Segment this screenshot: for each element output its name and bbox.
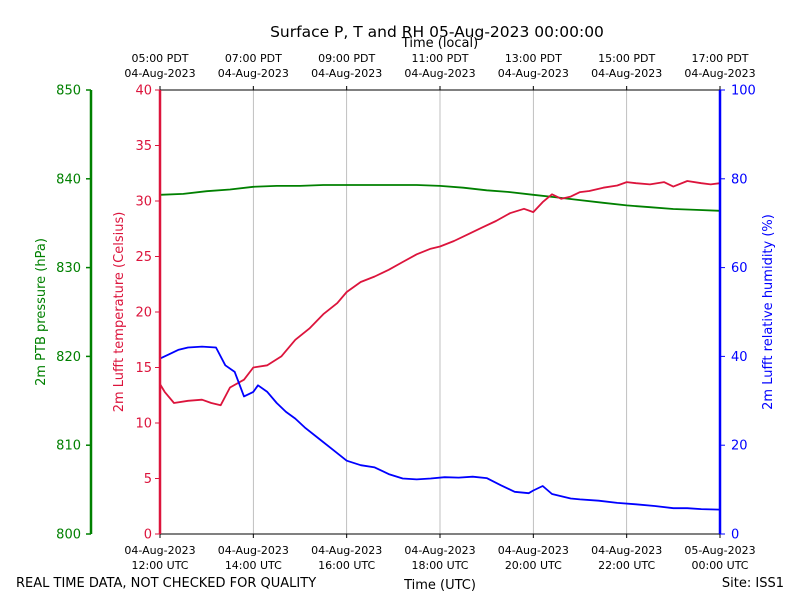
x-tick-label-top-time: 17:00 PDT <box>691 52 748 65</box>
x-tick-label-bottom-time: 22:00 UTC <box>598 559 655 572</box>
ticks-layer: 04-Aug-2023 12:00 UTC 04-Aug-2023 14:00 UTC… <box>56 52 756 572</box>
x-axis-label-bottom: Time (UTC) <box>403 578 476 593</box>
temperature-axis-label: 2m Lufft temperature (Celsius) <box>112 212 127 413</box>
x-tick-label-top-time: 11:00 PDT <box>411 52 468 65</box>
x-axis-label-top: Time (local) <box>401 36 478 51</box>
humidity-tick-label: 60 <box>731 261 748 276</box>
temperature-tick-label: 35 <box>135 139 152 154</box>
x-tick-label-bottom-date: 05-Aug-2023 <box>684 544 755 557</box>
x-tick-label-top-date: 04-Aug-2023 <box>591 67 662 80</box>
grid-layer <box>252 90 628 534</box>
x-tick-label-top-time: 05:00 PDT <box>131 52 188 65</box>
x-tick-label-bottom-date: 04-Aug-2023 <box>311 544 382 557</box>
humidity-axis-label: 2m Lufft relative humidity (%) <box>761 214 776 410</box>
x-tick-label-top-date: 04-Aug-2023 <box>498 67 569 80</box>
x-tick-label-bottom-time: 20:00 UTC <box>505 559 562 572</box>
temperature-tick-label: 15 <box>135 361 152 376</box>
x-tick-label-top-time: 07:00 PDT <box>225 52 282 65</box>
temperature-tick-label: 20 <box>135 306 152 321</box>
x-tick-label-top-time: 09:00 PDT <box>318 52 375 65</box>
x-tick-label-bottom-date: 04-Aug-2023 <box>498 544 569 557</box>
pressure-tick-label: 840 <box>56 172 81 187</box>
pressure-tick-label: 810 <box>56 439 81 454</box>
series-line-temperature <box>159 180 721 407</box>
temperature-tick-label: 25 <box>135 250 152 265</box>
x-tick-label-top-date: 04-Aug-2023 <box>124 67 195 80</box>
x-tick-label-bottom-date: 04-Aug-2023 <box>591 544 662 557</box>
x-tick-label-bottom-time: 14:00 UTC <box>225 559 282 572</box>
x-tick-label-top-date: 04-Aug-2023 <box>218 67 289 80</box>
x-tick-label-bottom-date: 04-Aug-2023 <box>124 544 195 557</box>
pressure-tick-label: 800 <box>56 528 81 543</box>
footer-disclaimer: REAL TIME DATA, NOT CHECKED FOR QUALITY <box>16 576 316 591</box>
temperature-tick-label: 0 <box>144 528 152 543</box>
x-tick-label-top-time: 13:00 PDT <box>505 52 562 65</box>
temperature-tick-label: 40 <box>135 84 152 99</box>
humidity-tick-label: 0 <box>731 528 739 543</box>
series-layer <box>159 180 721 511</box>
x-tick-label-bottom-time: 00:00 UTC <box>691 559 748 572</box>
pressure-tick-label: 830 <box>56 261 81 276</box>
x-tick-label-bottom-date: 04-Aug-2023 <box>218 544 289 557</box>
series-line-humidity <box>159 345 721 511</box>
x-tick-label-top-date: 04-Aug-2023 <box>311 67 382 80</box>
humidity-tick-label: 20 <box>731 439 748 454</box>
chart-title: Surface P, T and RH 05-Aug-2023 00:00:00 <box>270 23 604 41</box>
humidity-tick-label: 100 <box>731 84 756 99</box>
x-tick-label-top-date: 04-Aug-2023 <box>684 67 755 80</box>
x-tick-label-bottom-time: 12:00 UTC <box>131 559 188 572</box>
pressure-axis-label: 2m PTB pressure (hPa) <box>34 238 49 386</box>
x-tick-label-bottom-time: 18:00 UTC <box>411 559 468 572</box>
pressure-tick-label: 850 <box>56 84 81 99</box>
humidity-tick-label: 40 <box>731 350 748 365</box>
series-line-pressure <box>159 184 721 212</box>
temperature-tick-label: 30 <box>135 195 152 210</box>
x-tick-label-top-time: 15:00 PDT <box>598 52 655 65</box>
footer-site: Site: ISS1 <box>722 576 784 591</box>
x-tick-label-bottom-time: 16:00 UTC <box>318 559 375 572</box>
x-tick-label-top-date: 04-Aug-2023 <box>404 67 475 80</box>
temperature-tick-label: 10 <box>135 417 152 432</box>
pressure-tick-label: 820 <box>56 350 81 365</box>
humidity-tick-label: 80 <box>731 172 748 187</box>
axes-layer <box>89 89 722 535</box>
temperature-tick-label: 5 <box>144 472 152 487</box>
x-tick-label-bottom-date: 04-Aug-2023 <box>404 544 475 557</box>
